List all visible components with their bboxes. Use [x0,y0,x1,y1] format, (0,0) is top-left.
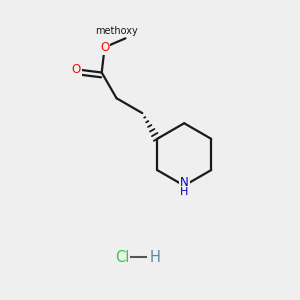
Text: methoxy: methoxy [95,26,138,36]
Text: H: H [149,250,160,265]
Text: O: O [100,41,109,54]
Text: H: H [180,187,189,197]
Text: O: O [72,63,81,76]
Text: N: N [180,176,189,189]
Text: Cl: Cl [115,250,129,265]
